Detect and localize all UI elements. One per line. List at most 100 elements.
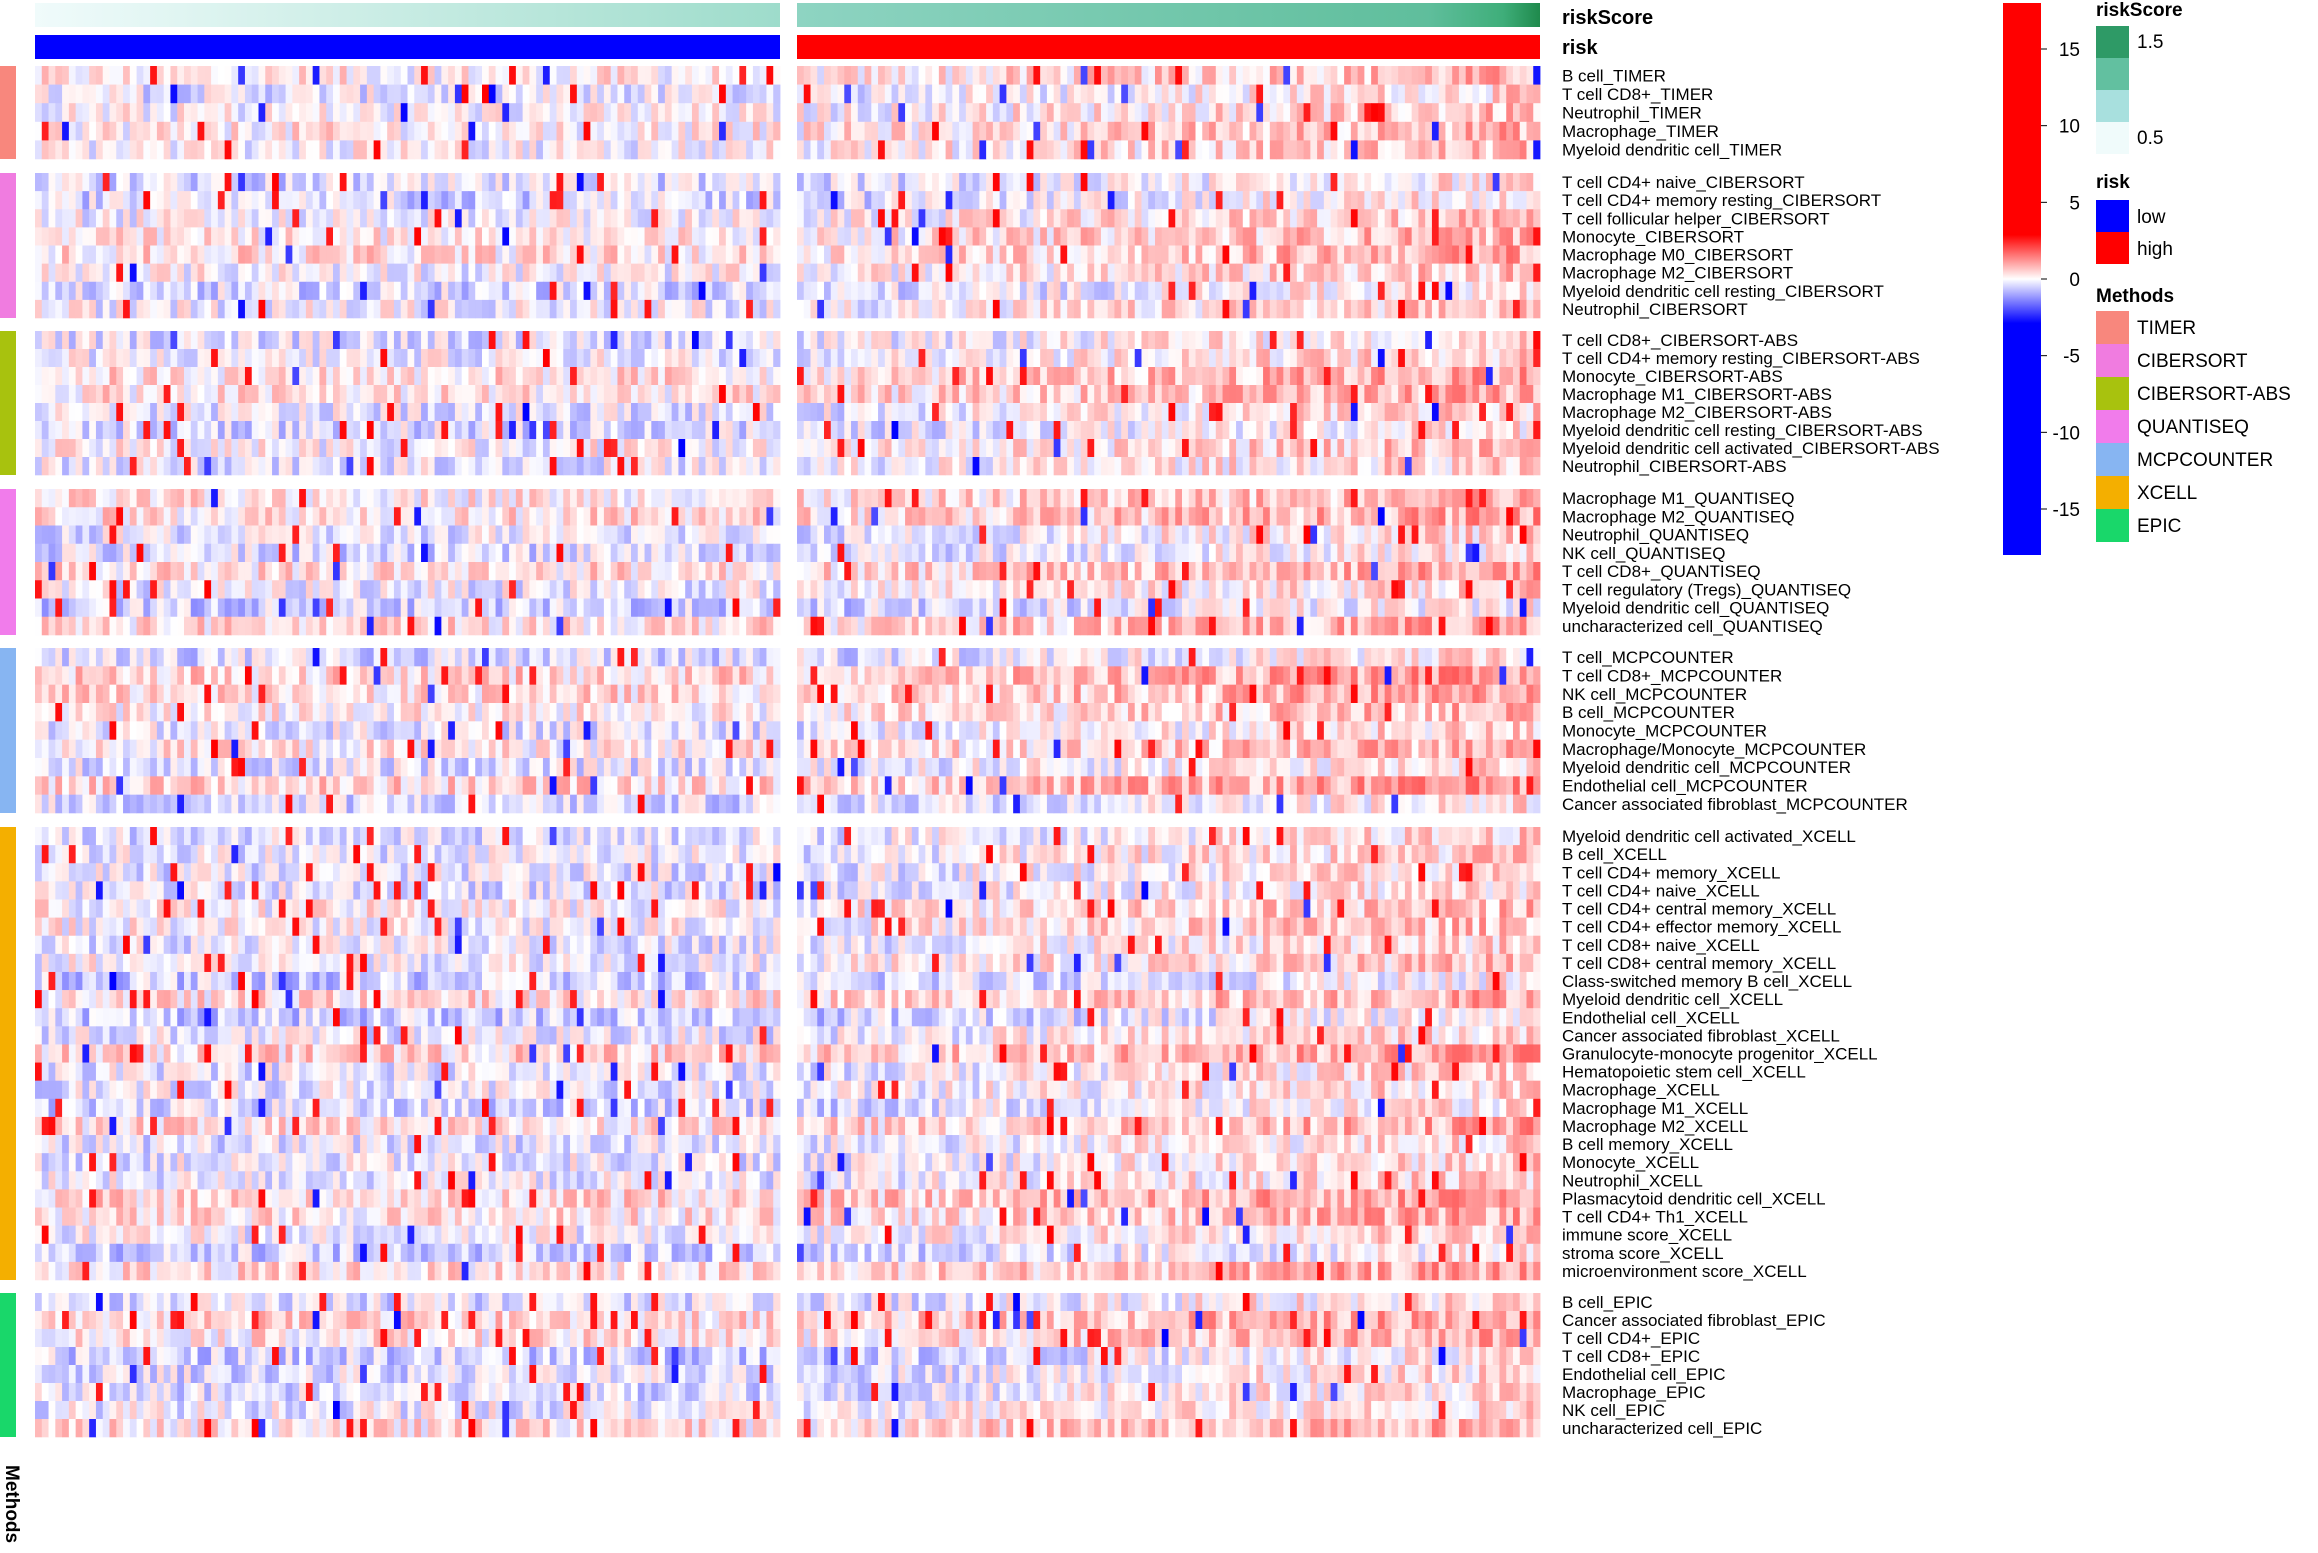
row-label: T cell regulatory (Tregs)_QUANTISEQ xyxy=(1562,580,1851,599)
method-bar-xcell xyxy=(0,827,16,1280)
row-label: T cell CD4+ memory resting_CIBERSORT xyxy=(1562,191,1881,210)
row-label: Macrophage/Monocyte_MCPCOUNTER xyxy=(1562,740,1866,759)
methods-legend-label: CIBERSORT xyxy=(2137,351,2248,372)
row-label: Neutrophil_CIBERSORT-ABS xyxy=(1562,457,1787,476)
row-label: Class-switched memory B cell_XCELL xyxy=(1562,972,1852,991)
row-label: T cell CD4+ memory_XCELL xyxy=(1562,863,1780,882)
riskscore-legend-tick-high: 1.5 xyxy=(2137,32,2163,53)
row-label: Myeloid dendritic cell_TIMER xyxy=(1562,141,1782,160)
risk-track-label: risk xyxy=(1562,37,1598,59)
row-label: T cell CD4+ Th1_XCELL xyxy=(1562,1208,1748,1227)
methods-legend-swatch xyxy=(2096,509,2129,542)
row-label: T cell CD8+ naive_XCELL xyxy=(1562,936,1760,955)
colorbar-tick-label: 15 xyxy=(2059,40,2080,61)
row-label: B cell_XCELL xyxy=(1562,845,1667,864)
row-label: Neutrophil_XCELL xyxy=(1562,1171,1703,1190)
row-label: Macrophage_TIMER xyxy=(1562,122,1719,141)
method-bar-mcpcounter xyxy=(0,648,16,813)
row-label: Myeloid dendritic cell_MCPCOUNTER xyxy=(1562,758,1851,777)
row-label: Cancer associated fibroblast_XCELL xyxy=(1562,1026,1840,1045)
methods-legend-title: Methods xyxy=(2096,286,2174,307)
colorbar-tick-label: 0 xyxy=(2069,270,2080,291)
row-label: uncharacterized cell_EPIC xyxy=(1562,1419,1762,1438)
risk-bar-high xyxy=(797,35,1540,59)
method-annotation-bars xyxy=(0,66,16,1437)
methods-legend-swatch xyxy=(2096,311,2129,344)
row-label: Myeloid dendritic cell activated_CIBERSO… xyxy=(1562,439,1940,458)
colorbar-gradient xyxy=(2003,3,2041,555)
methods-legend-swatch xyxy=(2096,344,2129,377)
risk-legend-label-high: high xyxy=(2137,239,2173,260)
risk-bar-low xyxy=(35,35,780,59)
methods-legend-items: TIMER CIBERSORT CIBERSORT-ABS QUANTISEQ MCPC… xyxy=(2096,311,2291,542)
methods-axis-label: Methods xyxy=(1,1465,22,1543)
risk-legend: risk low high xyxy=(2096,172,2173,264)
row-label: T cell follicular helper_CIBERSORT xyxy=(1562,209,1830,228)
row-label: Myeloid dendritic cell activated_XCELL xyxy=(1562,827,1856,846)
risk-legend-title: risk xyxy=(2096,172,2130,193)
row-label: microenvironment score_XCELL xyxy=(1562,1262,1807,1281)
row-label: T cell CD8+_TIMER xyxy=(1562,85,1713,104)
method-bar-cibersort xyxy=(0,173,16,318)
colorbar-ticks: 15 10 5 0 -5 -10 -15 xyxy=(2041,40,2080,521)
row-label: Macrophage M1_QUANTISEQ xyxy=(1562,489,1794,508)
row-label: Neutrophil_TIMER xyxy=(1562,104,1702,123)
riskscore-bar-low xyxy=(35,3,780,27)
row-label: stroma score_XCELL xyxy=(1562,1244,1724,1263)
row-label: Macrophage M2_CIBERSORT-ABS xyxy=(1562,403,1832,422)
risk-legend-swatch-low xyxy=(2096,200,2129,232)
methods-legend-label: EPIC xyxy=(2137,516,2181,537)
row-label: Monocyte_CIBERSORT-ABS xyxy=(1562,367,1783,386)
riskscore-legend: riskScore 1.5 0.5 xyxy=(2096,0,2183,154)
row-label: T cell CD8+_EPIC xyxy=(1562,1347,1700,1366)
methods-legend-swatch xyxy=(2096,410,2129,443)
colorbar-tick-label: -15 xyxy=(2053,500,2080,521)
row-label: Macrophage_XCELL xyxy=(1562,1081,1720,1100)
row-label: B cell_TIMER xyxy=(1562,66,1666,85)
methods-legend-label: XCELL xyxy=(2137,483,2197,504)
row-label: Macrophage M0_CIBERSORT xyxy=(1562,246,1793,265)
row-label: Macrophage M1_CIBERSORT-ABS xyxy=(1562,385,1832,404)
method-bar-timer xyxy=(0,66,16,159)
method-bar-epic xyxy=(0,1293,16,1437)
methods-legend-label: TIMER xyxy=(2137,318,2196,339)
method-bar-quantiseq xyxy=(0,489,16,635)
row-label: T cell CD8+_QUANTISEQ xyxy=(1562,562,1761,581)
row-label: B cell_EPIC xyxy=(1562,1293,1653,1312)
row-label: Endothelial cell_EPIC xyxy=(1562,1365,1725,1384)
methods-legend-swatch xyxy=(2096,377,2129,410)
row-label: Myeloid dendritic cell resting_CIBERSORT… xyxy=(1562,421,1923,440)
row-label: T cell CD8+ central memory_XCELL xyxy=(1562,954,1836,973)
row-label: Myeloid dendritic cell_QUANTISEQ xyxy=(1562,599,1829,618)
row-label: Myeloid dendritic cell resting_CIBERSORT xyxy=(1562,282,1884,301)
row-label: NK cell_MCPCOUNTER xyxy=(1562,685,1747,704)
riskscore-annotation-track xyxy=(35,3,1540,27)
colorbar-tick-label: 10 xyxy=(2059,117,2080,138)
row-label: Endothelial cell_MCPCOUNTER xyxy=(1562,777,1808,796)
row-label: NK cell_EPIC xyxy=(1562,1401,1665,1420)
row-label: Granulocyte-monocyte progenitor_XCELL xyxy=(1562,1045,1878,1064)
methods-legend-label: MCPCOUNTER xyxy=(2137,450,2273,471)
row-label: Monocyte_XCELL xyxy=(1562,1153,1699,1172)
riskscore-track-label: riskScore xyxy=(1562,7,1653,29)
colorbar-tick-label: 5 xyxy=(2069,193,2080,214)
row-label: T cell CD4+ memory resting_CIBERSORT-ABS xyxy=(1562,349,1920,368)
riskscore-legend-title: riskScore xyxy=(2096,0,2183,21)
row-label: Macrophage M2_XCELL xyxy=(1562,1117,1748,1136)
row-label: B cell memory_XCELL xyxy=(1562,1135,1733,1154)
row-label: Cancer associated fibroblast_MCPCOUNTER xyxy=(1562,795,1908,814)
riskscore-bar-high xyxy=(797,3,1540,27)
row-label: Monocyte_MCPCOUNTER xyxy=(1562,722,1767,741)
methods-legend-label: CIBERSORT-ABS xyxy=(2137,384,2291,405)
riskscore-legend-swatch-3 xyxy=(2096,90,2129,122)
riskscore-legend-swatch-4 xyxy=(2096,122,2129,154)
riskscore-legend-swatch-2 xyxy=(2096,58,2129,90)
row-label: uncharacterized cell_QUANTISEQ xyxy=(1562,617,1823,636)
row-label: T cell CD4+ naive_XCELL xyxy=(1562,881,1760,900)
methods-legend: Methods TIMER CIBERSORT CIBERSORT-ABS QUANT… xyxy=(2096,286,2291,542)
row-label: T cell CD4+ effector memory_XCELL xyxy=(1562,918,1842,937)
methods-legend-swatch xyxy=(2096,443,2129,476)
method-bar-cibersort-abs xyxy=(0,331,16,475)
row-label: Macrophage M1_XCELL xyxy=(1562,1099,1748,1118)
